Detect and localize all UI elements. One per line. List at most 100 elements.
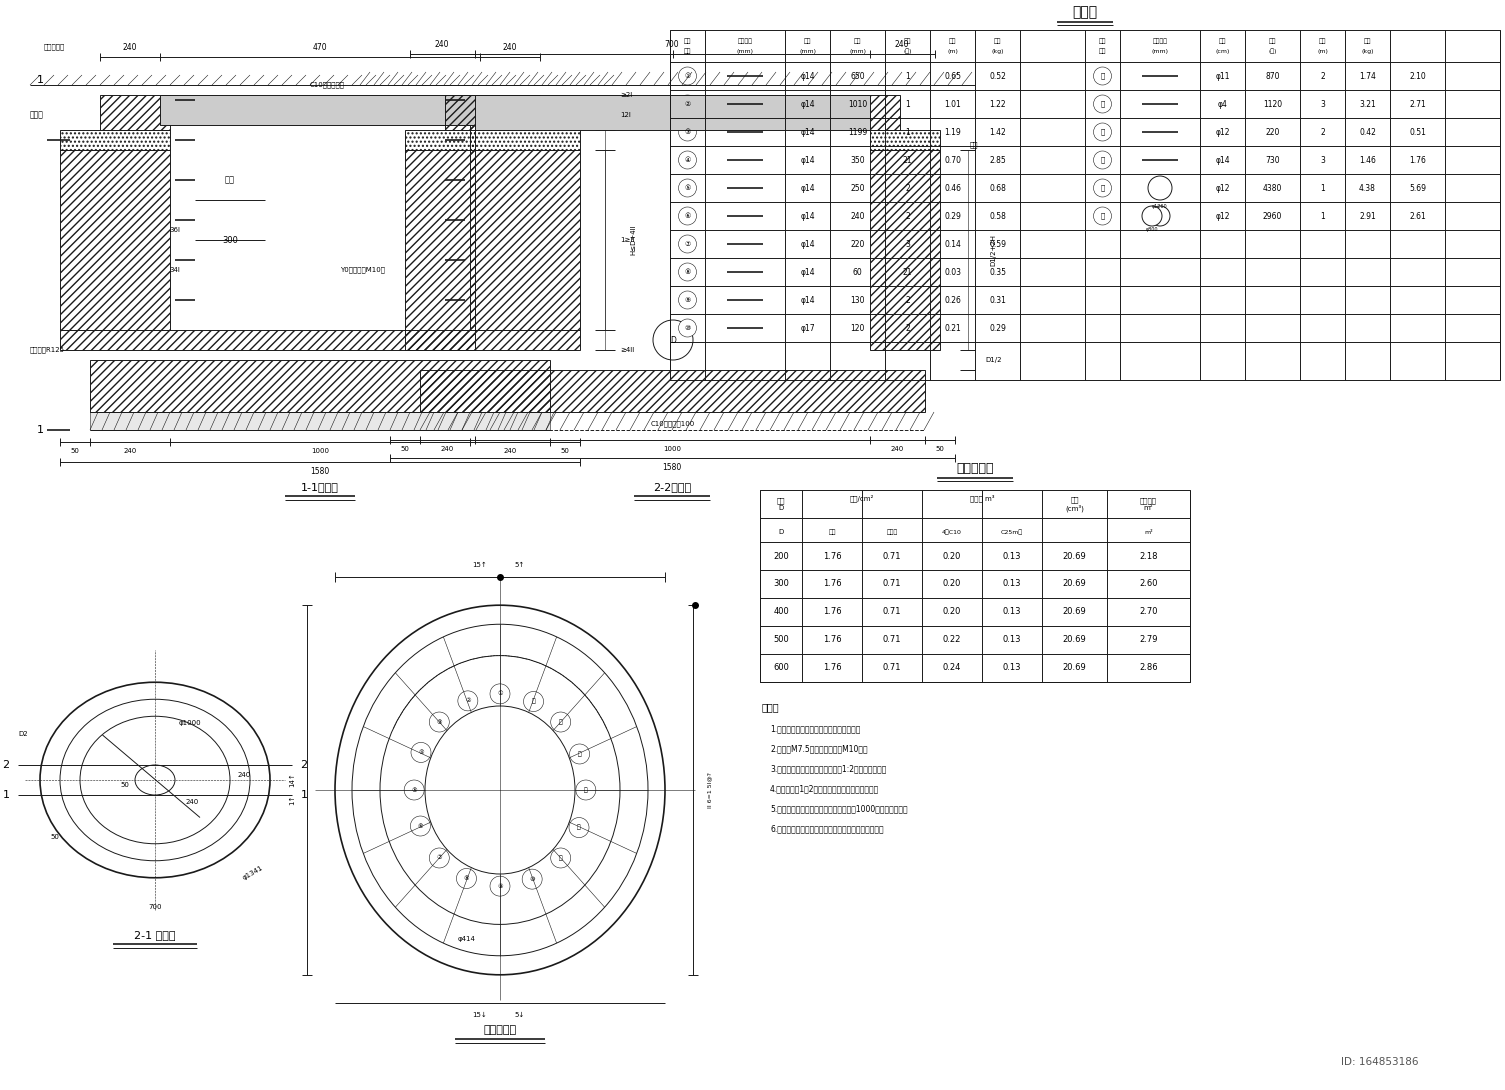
Text: (kg): (kg): [1361, 48, 1374, 53]
Text: 15↑: 15↑: [473, 562, 488, 568]
Text: ⑫: ⑫: [1100, 100, 1105, 107]
Text: 0.71: 0.71: [883, 607, 901, 617]
Text: 0.71: 0.71: [883, 580, 901, 589]
Text: D: D: [778, 529, 784, 535]
Text: 重量: 重量: [993, 38, 1001, 44]
Text: 砌体/cm²: 砌体/cm²: [850, 494, 874, 501]
Text: 220: 220: [1266, 128, 1279, 136]
Text: 21: 21: [903, 267, 912, 277]
Text: (mm): (mm): [736, 48, 754, 53]
Text: 0.31: 0.31: [989, 295, 1005, 304]
Text: 0.52: 0.52: [989, 72, 1005, 81]
Text: 1.19: 1.19: [944, 128, 960, 136]
Text: ⑭: ⑭: [1100, 157, 1105, 164]
Bar: [60, 150, 170, 330]
Text: 240: 240: [435, 39, 450, 48]
Text: 0.03: 0.03: [944, 267, 962, 277]
Text: 2.70: 2.70: [1139, 607, 1157, 617]
Text: 0.13: 0.13: [1002, 635, 1022, 644]
Bar: [405, 150, 476, 350]
Text: ⑯: ⑯: [531, 699, 536, 704]
Circle shape: [429, 848, 450, 868]
Text: 钢筋表: 钢筋表: [1073, 5, 1097, 19]
Text: 240: 240: [850, 211, 865, 220]
Text: 1.本图尺寸除注明外，各均以毫米为单位，: 1.本图尺寸除注明外，各均以毫米为单位，: [771, 725, 861, 734]
Text: 4米C10: 4米C10: [942, 530, 962, 535]
Text: ⑮: ⑮: [558, 719, 563, 725]
Text: 重量: 重量: [1364, 38, 1371, 44]
Text: 2: 2: [1320, 72, 1324, 81]
Text: 踏步: 踏步: [226, 175, 235, 184]
Text: 1.76: 1.76: [823, 580, 841, 589]
Text: D1/2+2H: D1/2+2H: [990, 234, 996, 266]
Circle shape: [1148, 175, 1172, 199]
Text: m²: m²: [1144, 530, 1153, 534]
Text: 5↓: 5↓: [515, 1012, 525, 1018]
Text: 0.13: 0.13: [1002, 664, 1022, 673]
Text: 总长: 总长: [948, 38, 956, 44]
Circle shape: [458, 691, 479, 711]
Bar: [870, 150, 941, 350]
Text: C10砼垫层厚100: C10砼垫层厚100: [650, 421, 695, 427]
Bar: [405, 130, 476, 150]
Text: ⑨: ⑨: [497, 884, 503, 888]
Text: 50: 50: [120, 782, 129, 788]
Text: φ14: φ14: [801, 156, 814, 165]
Text: 数量: 数量: [903, 38, 911, 44]
Text: ⑬: ⑬: [584, 787, 588, 792]
Text: 4.井内外墙厚1：2防水水泥砂浆涂面至井顶以下，: 4.井内外墙厚1：2防水水泥砂浆涂面至井顶以下，: [771, 785, 879, 794]
Text: 0.13: 0.13: [1002, 607, 1022, 617]
Text: 1.76: 1.76: [823, 552, 841, 560]
Text: 编号: 编号: [683, 48, 691, 53]
Text: 2.79: 2.79: [1139, 635, 1157, 644]
Text: (m): (m): [947, 48, 959, 53]
Text: 0.29: 0.29: [989, 324, 1005, 332]
Text: ⑦: ⑦: [685, 241, 691, 247]
Text: (cm): (cm): [1216, 48, 1230, 53]
Text: 21: 21: [903, 156, 912, 165]
Text: φ14: φ14: [801, 183, 814, 193]
Text: 3.拱面、弧缝、底盘、顶三角利用1:2防水砂浆抹缝，: 3.拱面、弧缝、底盘、顶三角利用1:2防水砂浆抹缝，: [771, 764, 886, 774]
Circle shape: [679, 263, 697, 281]
Text: 1: 1: [301, 790, 307, 800]
Text: 2: 2: [905, 295, 911, 304]
Text: ⑩: ⑩: [530, 876, 534, 882]
Circle shape: [551, 712, 570, 732]
Text: 50: 50: [560, 448, 569, 455]
Text: 1120: 1120: [1263, 99, 1282, 109]
Text: II 6=1 5I@?: II 6=1 5I@?: [707, 772, 712, 808]
Text: 300: 300: [223, 235, 238, 244]
Circle shape: [1094, 123, 1112, 141]
Text: 2.10: 2.10: [1409, 72, 1425, 81]
Text: 2.60: 2.60: [1139, 580, 1157, 589]
Text: 2.71: 2.71: [1409, 99, 1425, 109]
Text: ③: ③: [685, 129, 691, 135]
Circle shape: [491, 683, 510, 704]
Text: 0.13: 0.13: [1002, 580, 1022, 589]
Text: ⑤: ⑤: [685, 185, 691, 191]
Text: 0.24: 0.24: [942, 664, 962, 673]
Text: 200: 200: [774, 552, 789, 560]
Circle shape: [522, 869, 542, 889]
Text: 总长: 总长: [1318, 38, 1326, 44]
Text: 3: 3: [1320, 99, 1324, 109]
Text: 规格: 规格: [1219, 38, 1227, 44]
Text: 50: 50: [71, 448, 80, 455]
Text: ⑭: ⑭: [578, 751, 581, 756]
Text: 1.42: 1.42: [989, 128, 1005, 136]
Text: φ14: φ14: [801, 128, 814, 136]
Text: 1199: 1199: [847, 128, 867, 136]
Text: 1: 1: [36, 425, 44, 435]
Text: (根): (根): [1269, 48, 1276, 53]
Text: 片石坐: 片石坐: [886, 530, 897, 535]
Text: ⑧: ⑧: [464, 876, 470, 881]
Text: 1.76: 1.76: [823, 664, 841, 673]
Text: 1010: 1010: [847, 99, 867, 109]
Text: 0.59: 0.59: [989, 240, 1005, 249]
Circle shape: [551, 848, 570, 868]
Circle shape: [679, 235, 697, 253]
Circle shape: [1094, 152, 1112, 169]
Text: 管号
D: 管号 D: [777, 497, 786, 511]
Text: 0.70: 0.70: [944, 156, 962, 165]
Bar: [470, 130, 579, 150]
